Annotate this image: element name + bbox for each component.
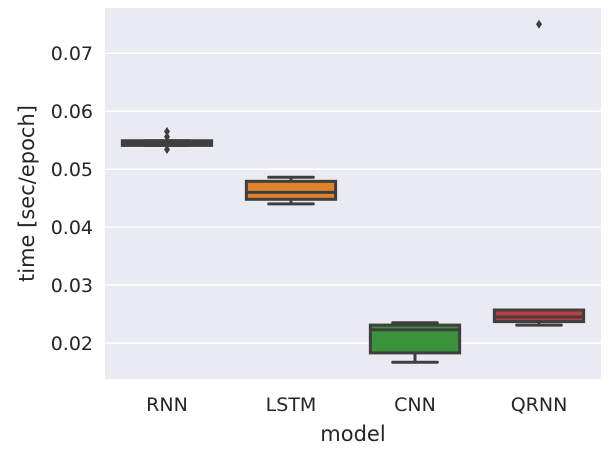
y-gridlines (105, 52, 601, 344)
plot-area (105, 8, 601, 379)
box-qrnn (492, 19, 586, 327)
outlier-point (164, 132, 170, 142)
outlier-point (536, 19, 542, 29)
y-tick-label: 0.06 (51, 101, 93, 123)
outlier-point (164, 126, 170, 136)
y-tick-label: 0.02 (51, 333, 93, 355)
x-tick-labels: RNN LSTM CNN QRNN (146, 394, 567, 416)
x-axis-label: model (320, 422, 385, 446)
x-tick-label: QRNN (511, 394, 568, 416)
box-lstm (244, 175, 338, 206)
y-tick-label: 0.05 (51, 159, 93, 181)
box-cnn (368, 321, 462, 364)
y-tick-label: 0.03 (51, 275, 93, 297)
boxes (120, 19, 586, 364)
y-axis-label: time [sec/epoch] (15, 105, 39, 282)
y-tick-label: 0.07 (51, 43, 93, 65)
outlier-point (164, 144, 170, 154)
box-rnn (120, 126, 214, 154)
x-tick-label: CNN (394, 394, 436, 416)
y-tick-label: 0.04 (51, 217, 93, 239)
x-tick-label: LSTM (266, 394, 317, 416)
iqr-box (244, 179, 338, 201)
y-tick-labels: 0.02 0.03 0.04 0.05 0.06 0.07 (51, 43, 93, 355)
x-tick-label: RNN (146, 394, 188, 416)
